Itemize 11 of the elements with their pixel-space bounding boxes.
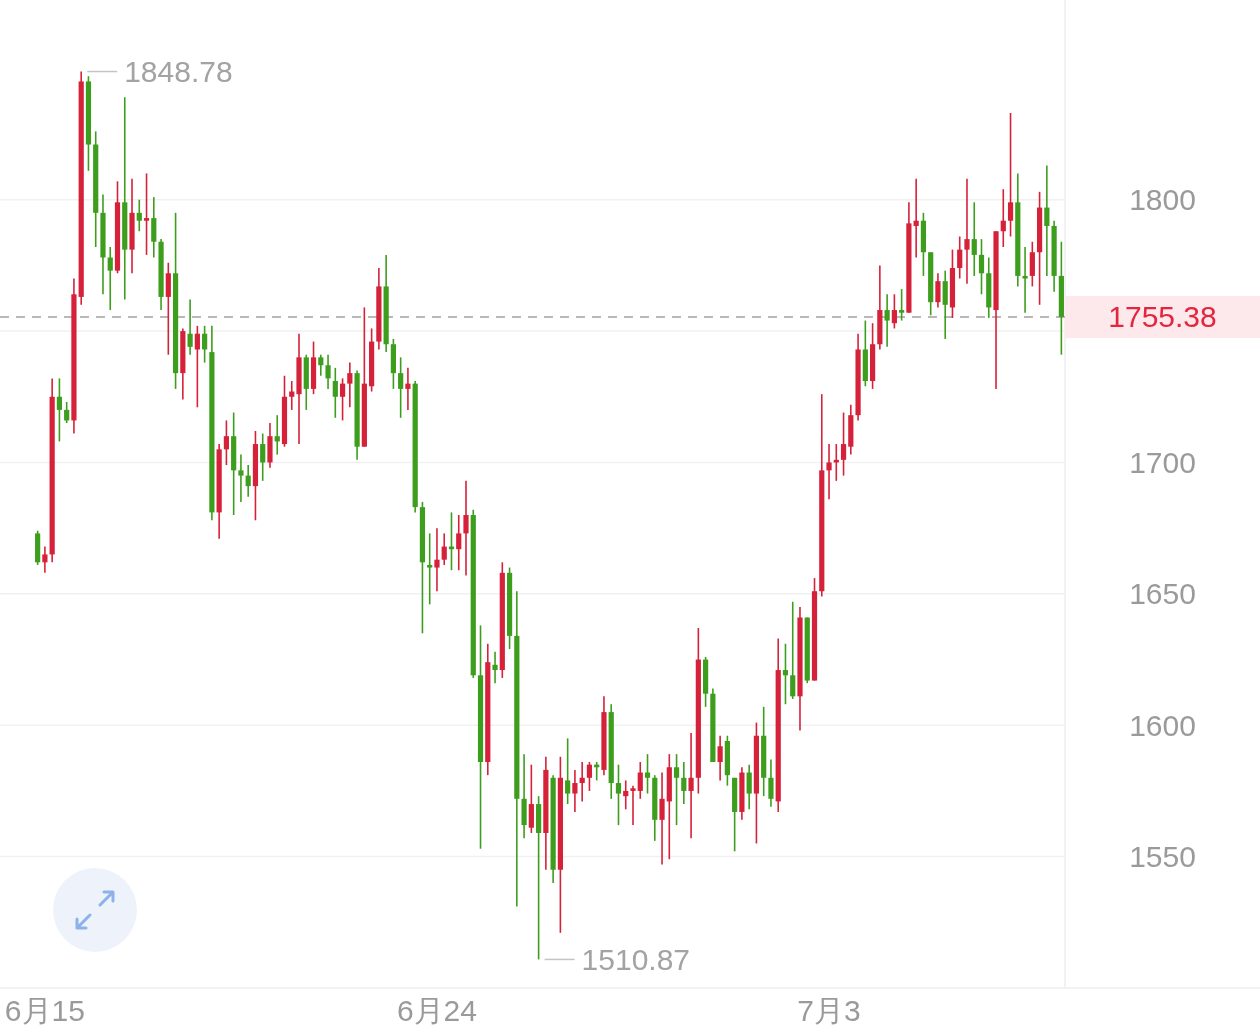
y-tick-label: 1800 [1129, 183, 1196, 217]
x-tick-label: 6月24 [396, 993, 477, 1027]
y-tick-label: 1700 [1129, 445, 1196, 479]
y-tick-label: 1600 [1129, 708, 1196, 742]
y-tick-label: 1650 [1129, 577, 1196, 611]
x-tick-label: 6月15 [4, 993, 85, 1027]
ref-line-label: 1755.38 [1108, 300, 1217, 334]
annotation: 1848.78 [124, 55, 233, 89]
annotation: 1510.87 [581, 942, 691, 976]
x-tick-label: 7月3 [797, 993, 861, 1027]
y-tick-label: 1550 [1129, 840, 1196, 874]
